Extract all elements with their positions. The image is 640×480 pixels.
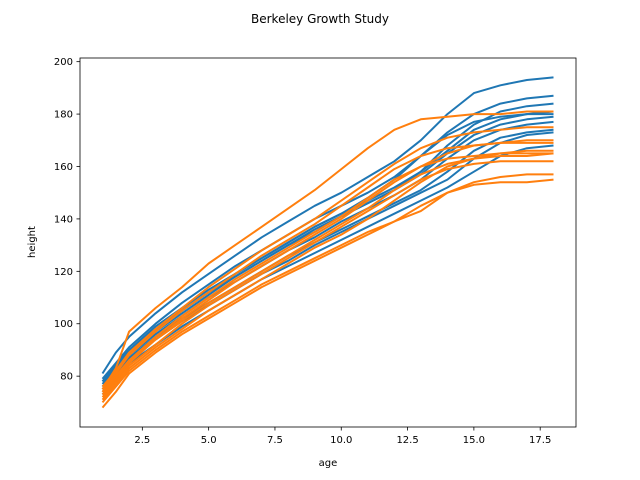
y-tick-label: 80 — [60, 372, 73, 383]
series-line-blue-4 — [101, 131, 554, 393]
series-line-orange-9 — [101, 152, 554, 393]
series-lines — [101, 76, 554, 409]
series-line-blue-1 — [101, 76, 554, 375]
chart-title: Berkeley Growth Study — [251, 12, 389, 26]
x-tick-label: 15.0 — [463, 435, 485, 446]
x-tick-label: 12.5 — [396, 435, 418, 446]
series-line-orange-8 — [101, 149, 554, 401]
y-tick-label: 140 — [54, 214, 73, 225]
series-line-orange-2 — [101, 152, 554, 393]
series-line-orange-4 — [101, 178, 554, 404]
x-tick-label: 17.5 — [529, 435, 551, 446]
plot-frame — [79, 57, 577, 428]
series-line-orange-1 — [101, 110, 554, 390]
series-line-orange-10 — [101, 126, 554, 388]
x-axis: 2.5 5.0 7.5 10.0 12.5 15.0 17.5 — [134, 427, 551, 446]
x-tick-label: 2.5 — [134, 435, 150, 446]
x-axis-label: age — [319, 458, 338, 469]
series-line-orange-3 — [101, 160, 554, 398]
series-line-blue-6 — [101, 128, 554, 390]
y-axis: 80 100 120 140 160 180 200 — [54, 57, 80, 383]
x-tick-label: 10.0 — [330, 435, 352, 446]
series-line-orange-7 — [101, 141, 554, 390]
y-tick-label: 160 — [54, 162, 73, 173]
series-line-blue-3 — [101, 120, 554, 388]
series-line-orange-6 — [101, 173, 554, 409]
y-tick-label: 180 — [54, 110, 73, 121]
x-tick-label: 7.5 — [267, 435, 283, 446]
y-tick-label: 100 — [54, 319, 73, 330]
x-tick-label: 5.0 — [201, 435, 217, 446]
y-tick-label: 120 — [54, 267, 73, 278]
y-tick-label: 200 — [54, 57, 73, 68]
y-axis-label: height — [27, 226, 38, 258]
